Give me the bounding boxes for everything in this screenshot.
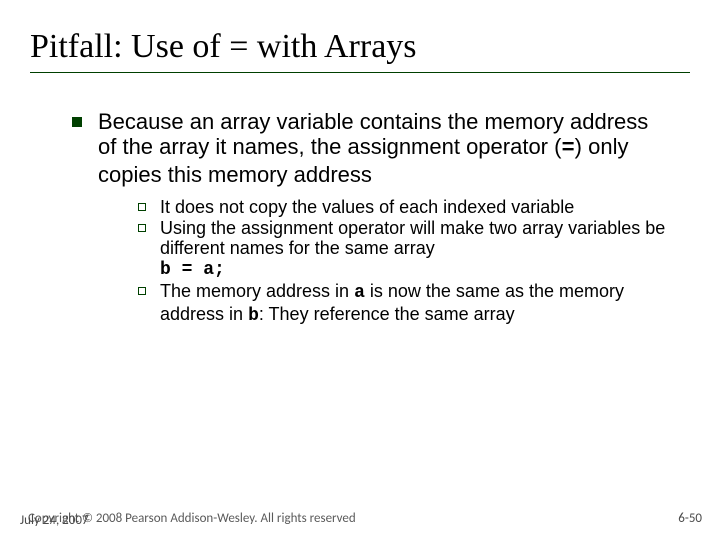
page-number: 6-50: [678, 511, 702, 526]
level2-text: It does not copy the values of each inde…: [160, 197, 574, 218]
level2-text: The memory address in a is now the same …: [160, 281, 670, 326]
title-underline: [30, 72, 690, 73]
level2-text: Using the assignment operator will make …: [160, 218, 670, 259]
bullet-level2: It does not copy the values of each inde…: [138, 197, 670, 218]
bullet-level2: Using the assignment operator will make …: [138, 218, 670, 259]
footer-date: July 24, 2007: [20, 513, 89, 528]
level1-text: Because an array variable contains the m…: [98, 109, 670, 187]
var-b: b: [248, 306, 259, 326]
bullet-level2: The memory address in a is now the same …: [138, 281, 670, 326]
equals-operator: =: [561, 136, 574, 161]
square-bullet-icon: [72, 117, 82, 127]
hollow-square-bullet-icon: [138, 203, 146, 211]
hollow-square-bullet-icon: [138, 224, 146, 232]
hollow-square-bullet-icon: [138, 287, 146, 295]
slide-footer: Copyright © 2008 Pearson Addison-Wesley.…: [0, 511, 720, 526]
item3-pre: The memory address in: [160, 281, 354, 301]
item3-post: : They reference the same array: [259, 304, 515, 324]
var-a: a: [354, 283, 365, 303]
slide: Pitfall: Use of = with Arrays Because an…: [0, 0, 720, 540]
bullet-level1: Because an array variable contains the m…: [72, 109, 670, 187]
bullet-level2-group: It does not copy the values of each inde…: [138, 197, 670, 326]
code-example: b = a;: [160, 260, 670, 280]
footer-left: Copyright © 2008 Pearson Addison-Wesley.…: [28, 511, 356, 526]
slide-title: Pitfall: Use of = with Arrays: [30, 28, 690, 66]
